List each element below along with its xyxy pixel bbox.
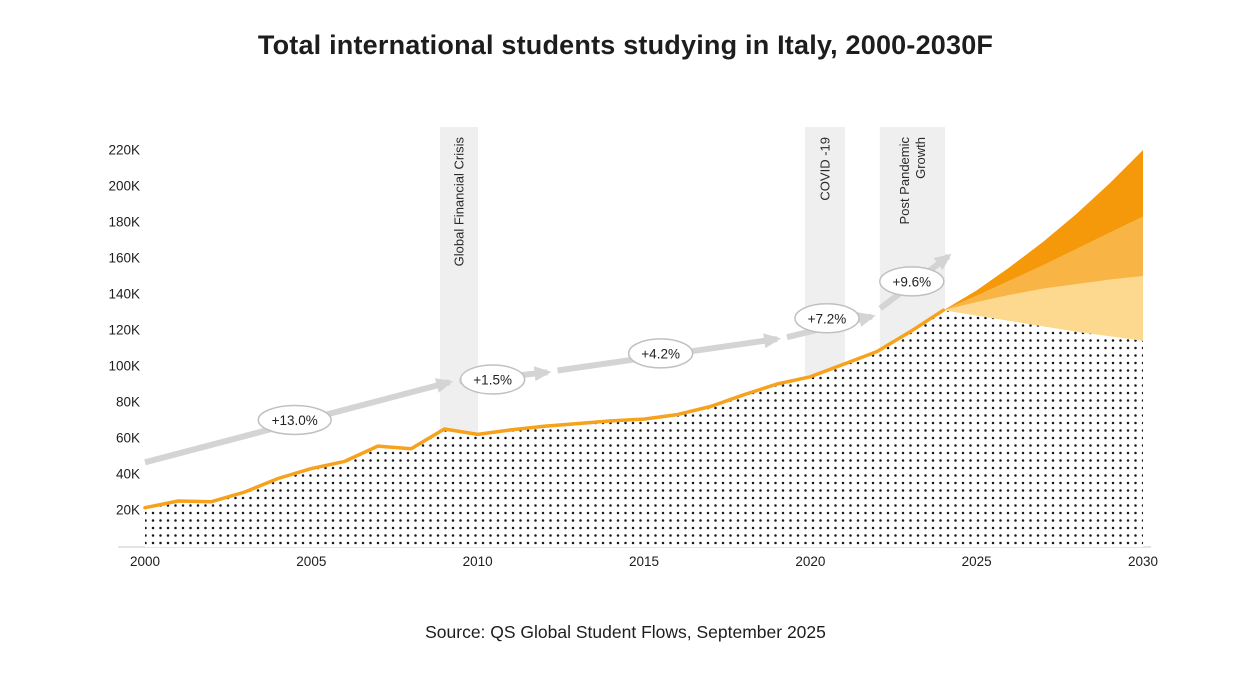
growth-bubble-label: +4.2% [641,346,680,361]
event-band-label: Global Financial Crisis [452,137,467,267]
y-tick-label: 180K [108,215,140,230]
growth-bubble [459,364,526,395]
growth-bubble [257,404,332,436]
forecast-low-band [943,276,1144,341]
y-tick-label: 100K [108,359,140,374]
growth-bubble-label: +1.5% [473,373,512,388]
y-tick-label: 80K [116,395,140,410]
forecast-mid-band [943,216,1144,311]
axis-tick-labels: 20K 40K 60K 80K 100K 120K 140K 160K 180K 200K 220K… [108,143,1158,570]
y-tick-label: 220K [108,143,140,158]
growth-bubble [879,266,945,297]
x-tick-label: 2010 [463,554,493,569]
event-band-label: Growth [913,137,928,179]
growth-bubble-label: +7.2% [808,311,847,326]
y-tick-label: 120K [108,323,140,338]
historical-line [143,308,946,510]
growth-bubble-label: +13.0% [272,413,318,428]
y-tick-label: 40K [116,467,140,482]
y-tick-label: 160K [108,251,140,266]
x-tick-label: 2020 [795,554,825,569]
x-tick-label: 2005 [296,554,326,569]
historical-area [145,310,1144,547]
y-tick-label: 60K [116,431,140,446]
growth-bubble-label: +9.6% [892,274,931,289]
x-tick-label: 2030 [1128,554,1158,569]
growth-bubble [627,338,694,369]
chart-title: Total international students studying in… [257,30,994,60]
event-band-label: Post Pandemic [897,137,912,225]
event-band-label: COVID -19 [817,137,832,201]
y-tick-label: 20K [116,503,140,518]
source-caption: Source: QS Global Student Flows, Septemb… [425,622,826,642]
y-tick-label: 140K [108,287,140,302]
growth-trend-arrows: +13.0% +1.5% +4.2% +7.2% +9.6% [144,253,952,466]
x-tick-label: 2015 [629,554,659,569]
growth-bubble [794,303,860,334]
forecast-high-band [943,150,1144,311]
y-tick-label: 200K [108,179,140,194]
x-tick-label: 2025 [962,554,992,569]
x-tick-label: 2000 [130,554,160,569]
